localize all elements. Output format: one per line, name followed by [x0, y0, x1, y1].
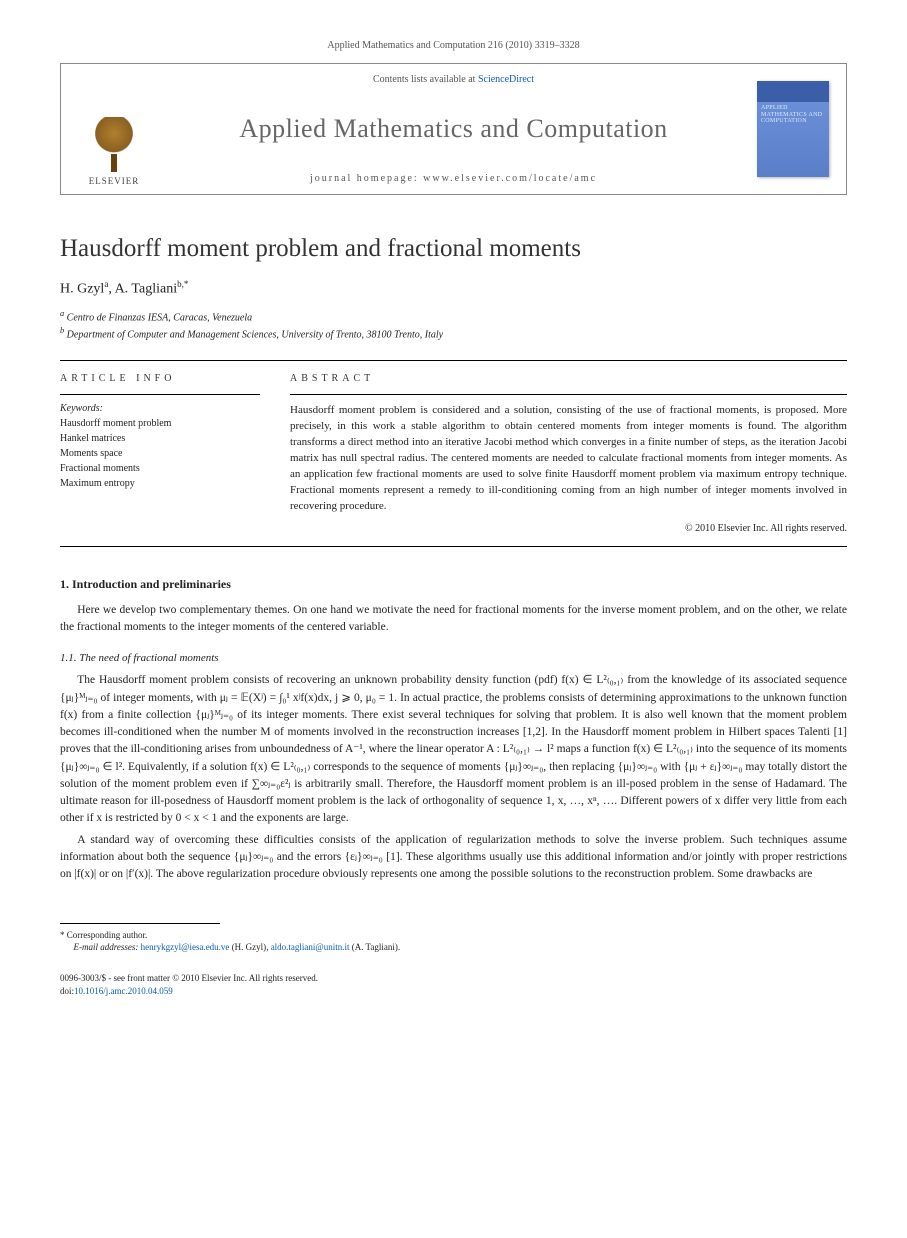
email-2[interactable]: aldo.tagliani@unitn.it: [271, 942, 350, 952]
sciencedirect-link[interactable]: ScienceDirect: [478, 74, 534, 85]
article-info-label: ARTICLE INFO: [60, 373, 260, 384]
abstract-label: ABSTRACT: [290, 373, 847, 384]
journal-banner: ELSEVIER Contents lists available at Sci…: [60, 63, 847, 195]
issn-line: 0096-3003/$ - see front matter © 2010 El…: [60, 972, 847, 985]
keyword-item: Fractional moments: [60, 461, 260, 476]
author-2-affil: b,*: [177, 279, 188, 289]
affiliation-a: a Centro de Finanzas IESA, Caracas, Vene…: [60, 308, 847, 325]
keyword-item: Maximum entropy: [60, 476, 260, 491]
article-title: Hausdorff moment problem and fractional …: [60, 235, 847, 263]
contents-line: Contents lists available at ScienceDirec…: [373, 74, 534, 85]
elsevier-logo: ELSEVIER: [79, 106, 149, 186]
publisher-name: ELSEVIER: [89, 176, 140, 186]
keyword-item: Hankel matrices: [60, 431, 260, 446]
contents-prefix: Contents lists available at: [373, 74, 478, 85]
keyword-item: Moments space: [60, 446, 260, 461]
article-info-block: ARTICLE INFO Keywords: Hausdorff moment …: [60, 361, 260, 546]
section-1-head: 1. Introduction and preliminaries: [60, 577, 847, 592]
rule-bottom: [60, 546, 847, 547]
journal-name: Applied Mathematics and Computation: [239, 114, 667, 144]
page: Applied Mathematics and Computation 216 …: [0, 0, 907, 1038]
section-1-1-head: 1.1. The need of fractional moments: [60, 652, 847, 664]
author-2: A. Tagliani: [115, 282, 178, 297]
pub-footer: 0096-3003/$ - see front matter © 2010 El…: [60, 972, 847, 997]
section-1-p1: Here we develop two complementary themes…: [60, 602, 847, 637]
journal-homepage: journal homepage: www.elsevier.com/locat…: [310, 173, 597, 184]
abstract-copyright: © 2010 Elsevier Inc. All rights reserved…: [290, 523, 847, 534]
author-1: H. Gzyl: [60, 282, 104, 297]
email-1[interactable]: henrykgzyl@iesa.edu.ve: [141, 942, 230, 952]
section-1-1-p1: The Hausdorff moment problem consists of…: [60, 672, 847, 827]
running-header: Applied Mathematics and Computation 216 …: [60, 40, 847, 51]
affiliations: a Centro de Finanzas IESA, Caracas, Vene…: [60, 308, 847, 343]
author-1-affil: a: [104, 279, 108, 289]
abstract-text: Hausdorff moment problem is considered a…: [290, 403, 847, 515]
keyword-item: Hausdorff moment problem: [60, 416, 260, 431]
journal-cover-thumb: APPLIED MATHEMATICS AND COMPUTATION: [757, 81, 829, 177]
footnote-rule: [60, 923, 220, 928]
keywords-head: Keywords:: [60, 403, 260, 414]
elsevier-tree-icon: [89, 117, 139, 172]
email-2-who: (A. Tagliani): [352, 942, 398, 952]
authors: H. Gzyla, A. Taglianib,*: [60, 279, 847, 298]
email-1-who: (H. Gzyl): [232, 942, 267, 952]
doi-label: doi:: [60, 986, 74, 996]
banner-right: APPLIED MATHEMATICS AND COMPUTATION: [740, 64, 846, 194]
section-1-1-p2: A standard way of overcoming these diffi…: [60, 832, 847, 884]
affiliation-b: b Department of Computer and Management …: [60, 325, 847, 342]
cover-text: APPLIED MATHEMATICS AND COMPUTATION: [761, 105, 829, 125]
corresponding-note: * Corresponding author.: [60, 930, 847, 940]
emails-line: E-mail addresses: henrykgzyl@iesa.edu.ve…: [60, 942, 847, 952]
abstract-block: ABSTRACT Hausdorff moment problem is con…: [290, 361, 847, 546]
publisher-logo-cell: ELSEVIER: [61, 64, 167, 194]
doi-link[interactable]: 10.1016/j.amc.2010.04.059: [74, 986, 173, 996]
banner-center: Contents lists available at ScienceDirec…: [167, 64, 740, 194]
emails-label: E-mail addresses:: [74, 942, 139, 952]
meta-row: ARTICLE INFO Keywords: Hausdorff moment …: [60, 361, 847, 546]
keywords-list: Hausdorff moment problem Hankel matrices…: [60, 416, 260, 491]
